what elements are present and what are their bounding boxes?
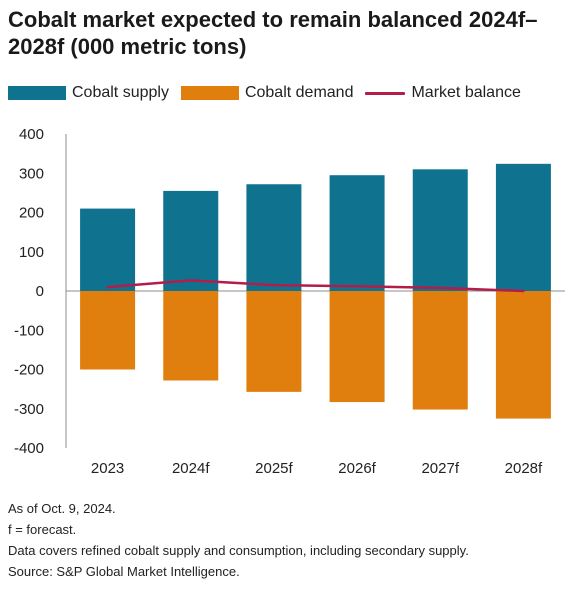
bar-supply	[329, 175, 385, 291]
y-tick-label: 100	[19, 244, 44, 261]
note-as-of: As of Oct. 9, 2024.	[8, 501, 116, 516]
x-axis: 2023 2024f 2025f 2026f 2027f 2028f	[66, 290, 565, 477]
legend-item-supply: Cobalt supply	[8, 84, 169, 102]
y-tick-label: 400	[19, 126, 44, 143]
bar-supply	[412, 169, 468, 291]
y-tick-label: -100	[14, 322, 44, 339]
legend-label-supply: Cobalt supply	[72, 84, 169, 101]
legend: Cobalt supply Cobalt demand Market balan…	[8, 82, 533, 104]
balance-line	[106, 279, 525, 293]
bar-supply	[80, 208, 136, 291]
bar-demand	[163, 291, 219, 381]
legend-item-demand: Cobalt demand	[180, 84, 354, 102]
x-tick-label: 2026f	[338, 460, 376, 477]
bar-supply	[246, 184, 302, 291]
footnotes: As of Oct. 9, 2024. f = forecast. Data c…	[8, 500, 568, 584]
legend-swatch-supply	[8, 86, 66, 100]
x-tick-label: 2027f	[421, 460, 459, 477]
bar-demand	[246, 291, 302, 392]
y-axis: 400 300 200 100 0 -100 -200 -300 -400	[14, 126, 67, 457]
note-coverage: Data covers refined cobalt supply and co…	[8, 543, 469, 558]
y-tick-label: 200	[19, 205, 44, 222]
y-tick-label: -300	[14, 401, 44, 418]
legend-swatch-balance	[365, 91, 406, 95]
x-tick-label: 2025f	[255, 460, 293, 477]
bar-demand	[495, 291, 551, 419]
y-tick-label: 300	[19, 165, 44, 182]
x-tick-label: 2023	[91, 460, 124, 477]
bar-demand	[80, 291, 136, 370]
legend-label-demand: Cobalt demand	[244, 84, 354, 101]
x-tick-label: 2024f	[172, 460, 210, 477]
bar-demand	[329, 291, 385, 403]
note-source: Source: S&P Global Market Intelligence.	[8, 564, 240, 579]
chart-title: Cobalt market expected to remain balance…	[8, 7, 538, 59]
y-tick-label: 0	[36, 283, 44, 300]
legend-swatch-demand	[180, 86, 239, 100]
bar-supply	[163, 190, 219, 291]
note-forecast: f = forecast.	[8, 522, 77, 537]
balance-line-group	[106, 279, 525, 293]
y-tick-label: -200	[14, 362, 44, 379]
bars	[80, 163, 551, 419]
legend-label-balance: Market balance	[411, 84, 521, 101]
y-tick-label: -400	[14, 440, 44, 457]
legend-item-balance: Market balance	[365, 84, 521, 102]
bar-demand	[412, 291, 468, 410]
x-tick-label: 2028f	[505, 460, 543, 477]
bar-supply	[495, 163, 551, 291]
